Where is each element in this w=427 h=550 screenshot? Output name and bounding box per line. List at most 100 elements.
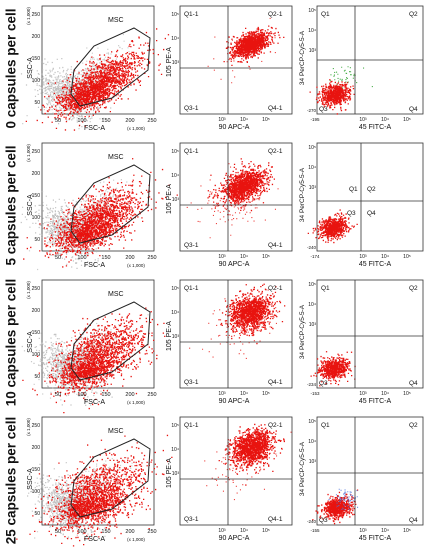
pe-apc-plot-row-2: Q1-1 Q2-1 Q3-1 Q4-1 10³ 10⁴ 10⁵ 10³ 10⁴ 10⁵ 90 APC… — [166, 142, 293, 268]
double-positive-events — [223, 25, 285, 66]
y-tick-label: 100 — [32, 215, 41, 221]
y-tick-label: 50 — [34, 237, 40, 243]
percp-fitc-plot-row-4: Q1 Q2 Q3 Q4 10³ 10⁴ 10⁵ 10³ 10⁴ 10⁵ -155 -240 45 FIT… — [299, 416, 424, 542]
y-min-label: -234 — [307, 382, 317, 387]
x-tick-label: 10³ — [218, 254, 226, 260]
x-tick-label: 200 — [125, 118, 134, 124]
msc-gate-plot-row-2: MSC 50 100 150 200 250 50 100 150 200 250 FSC-A SSC-… — [20, 142, 178, 271]
msc-gate-plot-row-3: MSC 50 100 150 200 250 50 100 150 200 250 FSC-A SSC-… — [21, 279, 166, 421]
negative-events — [310, 351, 356, 387]
quadrant-q4: Q4 — [409, 106, 418, 113]
x-tick-label: 10⁴ — [381, 391, 389, 397]
x-tick-label: 100 — [77, 118, 86, 124]
gated-msc-events — [22, 307, 166, 421]
x-tick-label: 10³ — [359, 254, 367, 260]
x-tick-label: 10⁵ — [403, 528, 411, 534]
y-axis-title: 34 PerCP-Cy5-5-A — [299, 441, 306, 496]
x-tick-label: 10³ — [218, 528, 226, 534]
y-axis-title: 105 PE-A — [166, 321, 173, 351]
gated-msc-events — [25, 28, 170, 131]
double-positive-events — [218, 283, 286, 345]
y-tick-label: 50 — [34, 374, 40, 380]
y-tick-label: 100 — [32, 78, 41, 84]
y-tick-label: 10³ — [172, 197, 180, 203]
x-tick-label: 250 — [147, 529, 156, 535]
quadrant-q4-1: Q4-1 — [268, 516, 283, 523]
y-min-label: -240 — [307, 519, 317, 524]
y-min-label: -240 — [307, 245, 317, 250]
x-axis-title: 45 FITC-A — [359, 535, 392, 542]
y-tick-label: 200 — [32, 445, 41, 451]
double-positive-events — [207, 158, 275, 212]
y-axis-title: 34 PerCP-Cy5-5-A — [299, 30, 306, 85]
x-tick-label: 150 — [101, 255, 110, 261]
x-tick-label: 10⁵ — [403, 254, 411, 260]
y-tick-label: 10⁴ — [308, 28, 316, 34]
ungated-events-points — [27, 462, 109, 540]
ungated-events-upper — [28, 179, 128, 271]
y-tick-label: 10⁵ — [308, 8, 316, 14]
msc-gate-plot-row-1: MSC 50 100 150 200 250 50 100 150 200 250 FSC-A SSC-… — [20, 5, 170, 132]
negative-events-points — [307, 209, 358, 244]
negative-events-points — [312, 489, 359, 525]
msc-gate-polygon — [70, 27, 151, 107]
quadrant-q2: Q2 — [367, 186, 376, 193]
x-tick-label: 250 — [147, 255, 156, 261]
plot-frame — [179, 279, 293, 389]
y-tick-label: 10⁴ — [308, 302, 316, 308]
y-tick-label: 10⁴ — [171, 173, 179, 179]
y-tick-label: 250 — [32, 423, 41, 429]
y-tick-label: 250 — [32, 149, 41, 155]
x-tick-label: 10⁴ — [381, 528, 389, 534]
x-tick-label: 10⁴ — [240, 528, 248, 534]
y-multiplier: (x 1,000) — [26, 144, 31, 162]
ungated-events-points — [20, 191, 111, 269]
x-axis-title: 45 FITC-A — [359, 261, 392, 268]
y-axis-title: 105 PE-A — [166, 47, 173, 77]
x-tick-label: 200 — [125, 255, 134, 261]
y-tick-label: 10⁴ — [308, 165, 316, 171]
quadrant-q2-1: Q2-1 — [268, 422, 283, 429]
x-tick-label: 50 — [55, 529, 61, 535]
gated-msc-events-points — [22, 307, 166, 421]
x-tick-label: 200 — [125, 392, 134, 398]
y-axis-title: SSC-A — [27, 331, 34, 353]
y-tick-label: 10³ — [172, 60, 180, 66]
gated-msc-events-dense — [39, 487, 124, 530]
y-tick-label: 10³ — [172, 471, 180, 477]
x-multiplier: (x 1,000) — [127, 400, 145, 405]
x-tick-label: 10⁵ — [262, 391, 270, 397]
x-tick-label: 100 — [77, 392, 86, 398]
quadrant-q1: Q1 — [349, 186, 358, 193]
x-tick-label: 10³ — [359, 117, 367, 123]
x-tick-label: 50 — [55, 255, 61, 261]
x-multiplier: (x 1,000) — [127, 263, 145, 268]
y-tick-label: 150 — [32, 56, 41, 62]
gated-msc-events-dense — [49, 350, 132, 395]
quadrant-q2-1: Q2-1 — [268, 11, 283, 18]
quadrant-q4-1: Q4-1 — [268, 242, 283, 249]
y-tick-label: 10⁵ — [308, 145, 316, 151]
gated-msc-events-dense — [44, 209, 132, 255]
quadrant-q3: Q3 — [319, 380, 328, 387]
negative-events — [307, 209, 358, 244]
y-tick-label: 100 — [32, 489, 41, 495]
msc-gate-label: MSC — [108, 291, 124, 298]
msc-gate-label: MSC — [108, 17, 124, 24]
double-positive-events-points — [207, 158, 275, 212]
y-tick-label: 10³ — [172, 334, 180, 340]
x-tick-label: 100 — [77, 529, 86, 535]
y-tick-label: 50 — [34, 511, 40, 517]
y-tick-label: 10⁵ — [308, 419, 316, 425]
plot-frame — [179, 416, 293, 526]
quadrant-q3: Q3 — [347, 210, 356, 217]
x-tick-label: 50 — [55, 392, 61, 398]
y-multiplier: (x 1,000) — [26, 7, 31, 25]
ungated-events-upper-points — [28, 179, 128, 271]
y-tick-label: 10³ — [309, 459, 317, 465]
msc-gate-polygon — [70, 438, 151, 518]
quadrant-q2-1: Q2-1 — [268, 285, 283, 292]
x-axis-title: 90 APC-A — [219, 535, 250, 542]
msc-gate-polygon — [70, 301, 151, 381]
y-tick-label: 10³ — [309, 185, 317, 191]
